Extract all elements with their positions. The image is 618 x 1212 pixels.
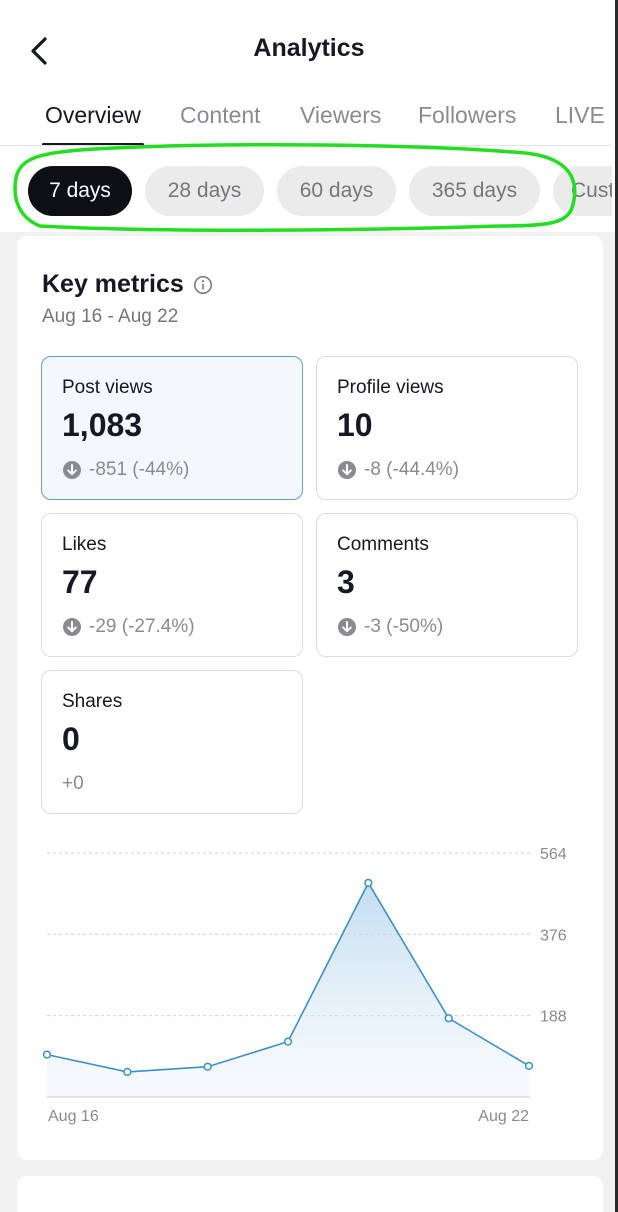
y-tick-label: 188 <box>540 1009 567 1026</box>
chart-data-point[interactable] <box>203 1062 212 1071</box>
metric-label: Profile views <box>337 377 444 398</box>
range-chip-28-days[interactable]: 28 days <box>145 166 264 216</box>
range-chip-7-days[interactable]: 7 days <box>28 166 132 216</box>
arrow-down-circle-icon <box>62 617 82 637</box>
metric-change-text: +0 <box>62 773 84 794</box>
y-tick-label: 564 <box>540 846 567 863</box>
metric-change: -8 (-44.4%) <box>337 459 459 481</box>
tab-overview[interactable]: Overview <box>42 102 144 145</box>
tab-live[interactable]: LIVE <box>555 102 605 128</box>
metric-value: 10 <box>337 407 373 443</box>
metric-card-likes[interactable]: Likes 77 -29 (-27.4%) <box>41 513 303 657</box>
metric-value: 0 <box>62 721 80 757</box>
key-metrics-title: Key metrics <box>42 270 213 299</box>
range-chip-365-days[interactable]: 365 days <box>409 166 540 216</box>
x-tick-label: Aug 22 <box>478 1108 529 1125</box>
arrow-down-circle-icon <box>337 617 357 637</box>
chart-data-point[interactable] <box>444 1014 453 1023</box>
metric-change: -29 (-27.4%) <box>62 616 195 638</box>
metric-change: -3 (-50%) <box>337 616 443 638</box>
metric-change-text: -851 (-44%) <box>89 459 190 480</box>
metric-change-text: -3 (-50%) <box>364 616 444 637</box>
metric-card-shares[interactable]: Shares 0 +0 <box>41 670 303 814</box>
chart-data-point[interactable] <box>364 878 373 888</box>
metric-value: 1,083 <box>62 407 143 443</box>
tab-content[interactable]: Content <box>180 102 261 128</box>
tab-bar: Overview Content Viewers Followers LIVE <box>0 96 612 146</box>
chart-data-point[interactable] <box>42 1050 52 1059</box>
arrow-down-circle-icon <box>337 460 357 480</box>
post-views-chart: 188 376 564 Aug 16 Aug 22 <box>42 846 567 1125</box>
date-range-selector: 7 days 28 days 60 days 365 days Custom <box>0 148 612 232</box>
metric-label: Comments <box>337 534 429 555</box>
chart-data-point[interactable] <box>123 1067 132 1077</box>
metric-card-post-views[interactable]: Post views 1,083 -851 (-44%) <box>41 356 303 500</box>
chart-data-point[interactable] <box>524 1061 534 1071</box>
metric-label: Shares <box>62 691 123 712</box>
arrow-down-circle-icon <box>62 460 82 480</box>
range-chip-60-days[interactable]: 60 days <box>277 166 396 216</box>
tab-viewers[interactable]: Viewers <box>300 102 382 128</box>
metric-value: 3 <box>337 564 355 600</box>
metric-card-profile-views[interactable]: Profile views 10 -8 (-44.4%) <box>316 356 578 500</box>
metric-label: Post views <box>62 377 153 398</box>
metric-change-text: -8 (-44.4%) <box>364 459 460 480</box>
secondary-card <box>17 1176 603 1212</box>
metric-label: Likes <box>62 534 107 555</box>
range-chip-custom[interactable]: Custom <box>553 166 612 216</box>
back-button[interactable] <box>22 34 56 68</box>
metric-card-comments[interactable]: Comments 3 -3 (-50%) <box>316 513 578 657</box>
nav-header: Analytics <box>0 20 618 80</box>
info-icon[interactable] <box>193 275 213 295</box>
chart-area-fill <box>47 882 529 1097</box>
page-title: Analytics <box>253 34 365 62</box>
tab-followers[interactable]: Followers <box>418 102 517 128</box>
metric-value: 77 <box>62 564 98 600</box>
metric-change-text: -29 (-27.4%) <box>89 616 195 637</box>
metrics-date-range: Aug 16 - Aug 22 <box>42 306 179 327</box>
metric-change: -851 (-44%) <box>62 459 189 481</box>
key-metrics-heading: Key metrics <box>42 270 184 298</box>
chart-data-point[interactable] <box>283 1037 293 1046</box>
x-tick-label: Aug 16 <box>48 1108 99 1125</box>
screen-edge <box>615 0 618 1212</box>
y-tick-label: 376 <box>540 927 567 944</box>
key-metrics-card: Key metrics Aug 16 - Aug 22 Post views 1… <box>17 236 603 1160</box>
metric-change: +0 <box>62 773 84 795</box>
chevron-left-icon <box>31 37 47 65</box>
